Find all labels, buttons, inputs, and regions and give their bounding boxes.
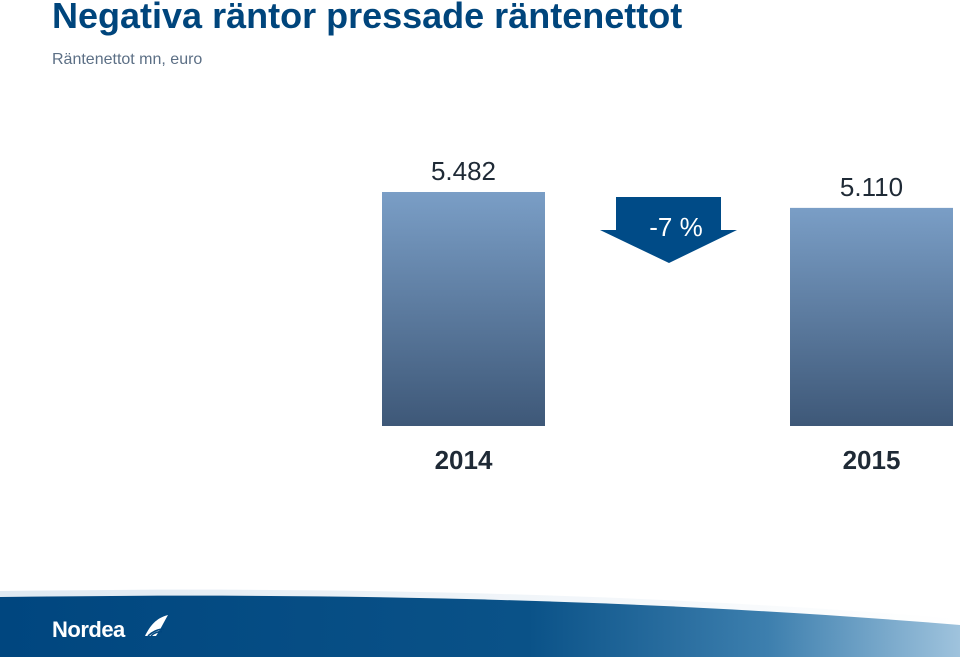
category-label: 2014 xyxy=(435,445,493,475)
down-arrow-icon xyxy=(600,197,737,263)
bar-chart: 5.482 2014 5.110 2015 -7 % xyxy=(382,156,953,475)
bar-2014 xyxy=(382,192,545,426)
chart-subtitle: Räntenettot mn, euro xyxy=(52,51,203,68)
value-label: 5.482 xyxy=(431,156,496,186)
category-label: 2015 xyxy=(843,445,901,475)
sail-logo-icon xyxy=(145,615,168,637)
nordea-logo: Nordea xyxy=(52,617,125,642)
value-label: 5.110 xyxy=(840,172,903,202)
bar-2015 xyxy=(790,207,953,426)
page-title: Negativa räntor pressade räntenettot xyxy=(52,0,683,36)
change-percent-label: -7 % xyxy=(649,212,702,242)
footer-banner xyxy=(0,589,960,657)
